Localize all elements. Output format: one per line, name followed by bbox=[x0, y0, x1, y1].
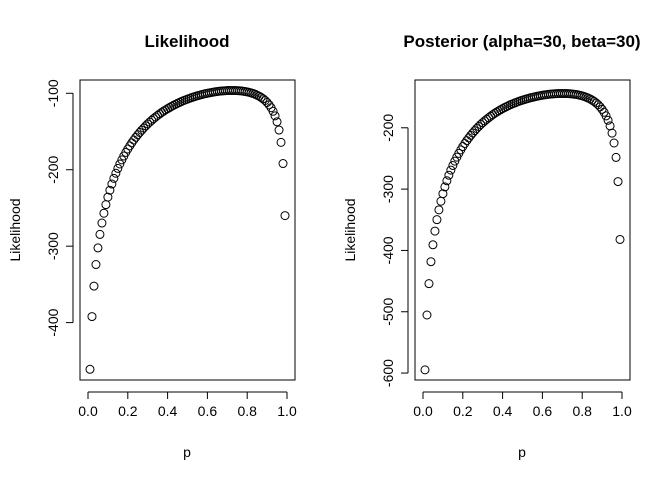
data-point bbox=[432, 215, 442, 225]
data-point bbox=[173, 98, 183, 108]
data-point bbox=[91, 260, 101, 270]
data-point bbox=[611, 152, 621, 162]
data-point bbox=[109, 173, 119, 183]
data-point bbox=[597, 104, 607, 114]
data-point bbox=[605, 121, 615, 131]
data-points bbox=[420, 88, 625, 375]
data-point bbox=[422, 310, 432, 320]
y-tick-label: -200 bbox=[45, 156, 61, 184]
data-point bbox=[613, 177, 623, 187]
data-point bbox=[609, 138, 619, 148]
x-axis: 0.0 0.2 0.4 0.6 0.8 1.0 bbox=[413, 391, 632, 419]
data-point bbox=[448, 160, 458, 170]
x-tick-label: 0.0 bbox=[413, 403, 433, 419]
data-point bbox=[93, 243, 103, 253]
x-axis-label: p bbox=[518, 444, 526, 460]
x-tick-label: 0.2 bbox=[453, 403, 473, 419]
data-point bbox=[264, 100, 274, 110]
data-point bbox=[444, 170, 454, 180]
data-point bbox=[601, 111, 611, 121]
x-tick-label: 0.6 bbox=[533, 403, 553, 419]
x-tick-label: 0.0 bbox=[78, 403, 98, 419]
data-point bbox=[440, 182, 450, 192]
data-point bbox=[603, 115, 613, 125]
x-tick-label: 0.8 bbox=[572, 403, 592, 419]
data-point bbox=[111, 168, 121, 178]
data-point bbox=[607, 128, 617, 138]
data-point bbox=[175, 97, 185, 107]
data-point bbox=[615, 234, 625, 244]
panel-title: Posterior (alpha=30, beta=30) bbox=[403, 32, 640, 51]
x-tick-label: 0.8 bbox=[237, 403, 257, 419]
data-point bbox=[442, 176, 452, 186]
data-point bbox=[464, 133, 474, 143]
data-point bbox=[424, 279, 434, 289]
data-point bbox=[502, 102, 512, 112]
data-point bbox=[446, 165, 456, 175]
x-tick-label: 0.6 bbox=[198, 403, 218, 419]
data-point bbox=[280, 211, 290, 221]
data-point bbox=[105, 185, 115, 195]
y-tick-label: -600 bbox=[380, 359, 396, 387]
x-tick-label: 0.4 bbox=[158, 403, 178, 419]
data-point bbox=[438, 189, 448, 199]
data-point bbox=[268, 106, 278, 116]
data-point bbox=[276, 137, 286, 147]
data-point bbox=[89, 281, 99, 291]
data-point bbox=[272, 117, 282, 127]
data-point bbox=[103, 192, 113, 202]
data-point bbox=[85, 364, 95, 374]
data-point bbox=[95, 229, 105, 239]
y-axis: -600 -500 -400 -300 -200 bbox=[380, 114, 409, 387]
y-axis: -400 -300 -200 -100 bbox=[45, 79, 74, 337]
data-point bbox=[278, 159, 288, 169]
data-point bbox=[436, 196, 446, 206]
y-tick-label: -100 bbox=[45, 79, 61, 107]
x-axis-label: p bbox=[183, 444, 191, 460]
data-point bbox=[87, 312, 97, 322]
data-point bbox=[107, 179, 117, 189]
y-axis-label: Likelihood bbox=[7, 198, 23, 261]
x-tick-label: 0.2 bbox=[118, 403, 138, 419]
data-point bbox=[113, 163, 123, 173]
data-point bbox=[270, 111, 280, 121]
x-tick-label: 1.0 bbox=[277, 403, 297, 419]
x-tick-label: 0.4 bbox=[493, 403, 513, 419]
data-point bbox=[101, 200, 111, 210]
data-point bbox=[97, 218, 107, 228]
data-point bbox=[274, 125, 284, 135]
plot-frame bbox=[414, 79, 631, 381]
data-point bbox=[129, 135, 139, 145]
y-tick-label: -400 bbox=[380, 236, 396, 264]
data-point bbox=[420, 365, 430, 375]
data-point bbox=[430, 226, 440, 236]
y-axis-label: Likelihood bbox=[342, 198, 358, 261]
y-tick-label: -300 bbox=[45, 232, 61, 260]
data-point bbox=[428, 240, 438, 250]
likelihood-panel: Likelihood p Likelihood 0.0 0.2 0.4 0.6 0.8 1… bbox=[7, 32, 297, 460]
plot-frame bbox=[79, 79, 296, 381]
posterior-panel: Posterior (alpha=30, beta=30) p Likeliho… bbox=[342, 32, 641, 460]
x-tick-label: 1.0 bbox=[612, 403, 632, 419]
data-point bbox=[504, 101, 514, 111]
y-tick-label: -200 bbox=[380, 114, 396, 142]
data-point bbox=[115, 159, 125, 169]
y-tick-label: -400 bbox=[45, 308, 61, 336]
data-points bbox=[85, 85, 290, 374]
panel-title: Likelihood bbox=[145, 32, 230, 51]
y-tick-label: -300 bbox=[380, 175, 396, 203]
data-point bbox=[434, 205, 444, 215]
x-axis: 0.0 0.2 0.4 0.6 0.8 1.0 bbox=[78, 391, 297, 419]
y-tick-label: -500 bbox=[380, 298, 396, 326]
data-point bbox=[99, 208, 109, 218]
data-point bbox=[426, 257, 436, 267]
